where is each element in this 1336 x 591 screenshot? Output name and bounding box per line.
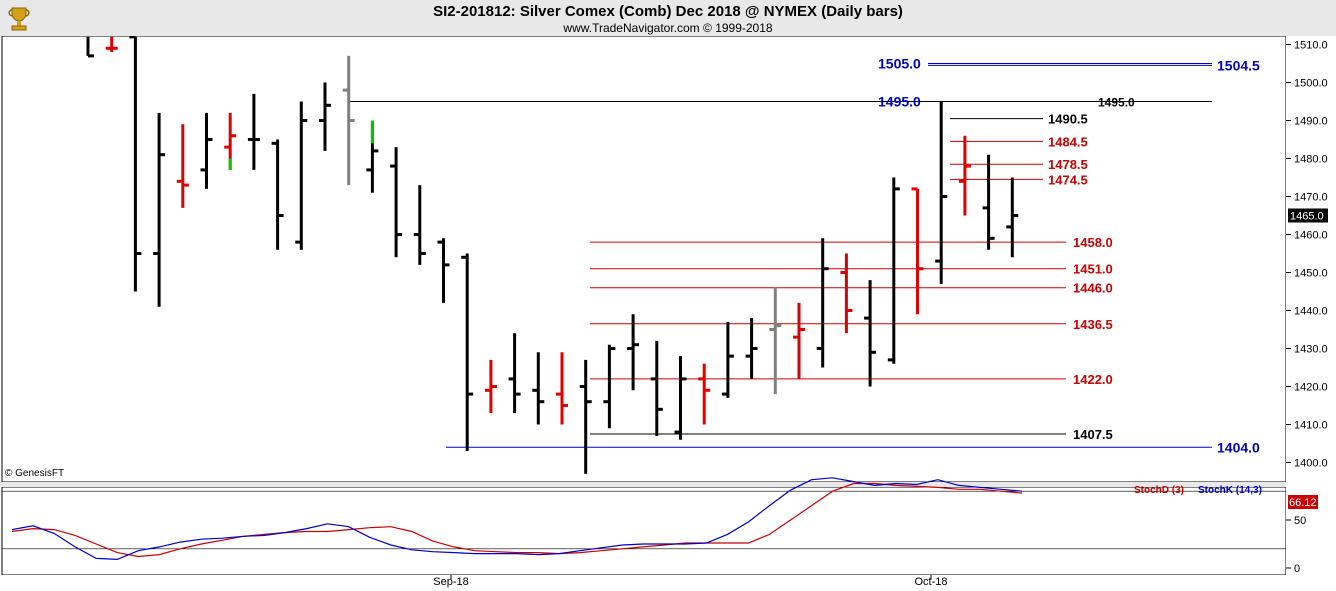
price-pane <box>1 35 1287 483</box>
level-label: 1504.5 <box>1217 57 1260 73</box>
level-label: 1407.5 <box>1073 427 1113 442</box>
price-tick-label: 1420.0 <box>1294 382 1328 394</box>
ohlc-bar <box>1006 177 1019 258</box>
ohlc-bar <box>840 253 853 334</box>
ohlc-bar <box>532 352 545 425</box>
ohlc-bar <box>958 135 971 216</box>
ohlc-bar <box>271 139 284 250</box>
stochastic-value-label: 66.12 <box>1289 497 1317 509</box>
ohlc-bar <box>769 287 782 395</box>
ohlc-bar <box>484 359 497 414</box>
ohlc-bar <box>247 93 260 170</box>
price-tick-label: 1440.0 <box>1294 306 1328 318</box>
ohlc-bar <box>556 352 568 425</box>
stoch-k-line <box>11 477 1023 561</box>
ohlc-bar <box>437 238 450 303</box>
ohlc-bar <box>129 35 142 292</box>
level-label: 1422.0 <box>1073 372 1113 387</box>
price-tick-label: 1500.0 <box>1294 78 1328 90</box>
level-label: 1404.0 <box>1217 439 1260 455</box>
stochastic-tick-label: 50 <box>1294 515 1306 527</box>
chart-title: SI2-201812: Silver Comex (Comb) Dec 2018… <box>433 3 903 20</box>
title-bar <box>0 0 1336 36</box>
ohlc-bar <box>887 177 900 364</box>
ohlc-bar <box>508 333 521 414</box>
ohlc-bar <box>935 101 948 284</box>
price-tick-label: 1410.0 <box>1294 420 1328 432</box>
level-label: 1495.0 <box>1098 96 1135 110</box>
stoch-k-legend: StochK (14,3) <box>1198 485 1262 496</box>
level-label: 1451.0 <box>1073 262 1113 277</box>
ohlc-bar <box>793 302 805 379</box>
ohlc-bar <box>86 36 94 58</box>
ohlc-bar <box>603 344 616 429</box>
ohlc-bar <box>295 101 308 250</box>
stochastic-tick-label: 0 <box>1294 563 1300 575</box>
price-tick-label: 1470.0 <box>1294 192 1328 204</box>
ohlc-bar <box>674 356 687 440</box>
date-label: Oct-18 <box>914 576 947 588</box>
price-tick-label: 1450.0 <box>1294 268 1328 280</box>
ohlc-bar <box>176 124 189 208</box>
date-strip <box>0 575 1286 591</box>
ohlc-bar <box>816 238 829 368</box>
level-label: 1490.5 <box>1048 112 1088 127</box>
stoch-d-line <box>11 482 1023 558</box>
ohlc-bar <box>745 318 758 379</box>
ohlc-bar <box>461 253 474 452</box>
last-price-label: 1465.0 <box>1290 211 1324 223</box>
ohlc-bar <box>627 314 640 391</box>
level-label: 1446.0 <box>1073 281 1113 296</box>
ohlc-bar <box>911 187 924 315</box>
level-label: 1436.5 <box>1073 317 1113 332</box>
last-price-box <box>1288 208 1328 223</box>
price-tick-label: 1430.0 <box>1294 344 1328 356</box>
level-label: 1505.0 <box>878 56 921 72</box>
level-label: 1495.0 <box>878 94 921 110</box>
ohlc-bar <box>650 340 663 436</box>
level-label: 1474.5 <box>1048 172 1088 187</box>
stochastic-pane <box>1 486 1287 576</box>
trade-navigator-trophy-icon <box>8 7 30 31</box>
date-label: Sep-18 <box>433 576 468 588</box>
ohlc-bar <box>319 82 331 151</box>
ohlc-bar <box>413 185 426 265</box>
copyright-label: © GenesisFT <box>5 468 65 479</box>
ohlc-bar <box>579 359 592 474</box>
ohlc-bar <box>200 112 213 189</box>
price-tick-label: 1460.0 <box>1294 230 1328 242</box>
ohlc-bar <box>864 280 877 387</box>
pane-divider <box>0 482 1286 487</box>
ohlc-bar <box>342 55 355 186</box>
ohlc-bar <box>698 363 711 425</box>
ohlc-bar <box>105 36 118 53</box>
level-label: 1484.5 <box>1048 134 1088 149</box>
level-label: 1458.0 <box>1073 235 1113 250</box>
price-tick-label: 1510.0 <box>1294 40 1328 52</box>
stochastic-value-box <box>1288 495 1318 509</box>
level-label: 1478.5 <box>1048 157 1088 172</box>
ohlc-bar <box>721 321 734 398</box>
price-tick-label: 1490.0 <box>1294 116 1328 128</box>
ohlc-bar <box>982 154 995 250</box>
price-tick-label: 1480.0 <box>1294 154 1328 166</box>
ohlc-bar <box>153 112 166 307</box>
price-tick-label: 1400.0 <box>1294 458 1328 470</box>
ohlc-bar <box>390 147 403 258</box>
stoch-d-legend: StochD (3) <box>1134 485 1184 496</box>
chart-subtitle: www.TradeNavigator.com © 1999-2018 <box>563 21 773 35</box>
